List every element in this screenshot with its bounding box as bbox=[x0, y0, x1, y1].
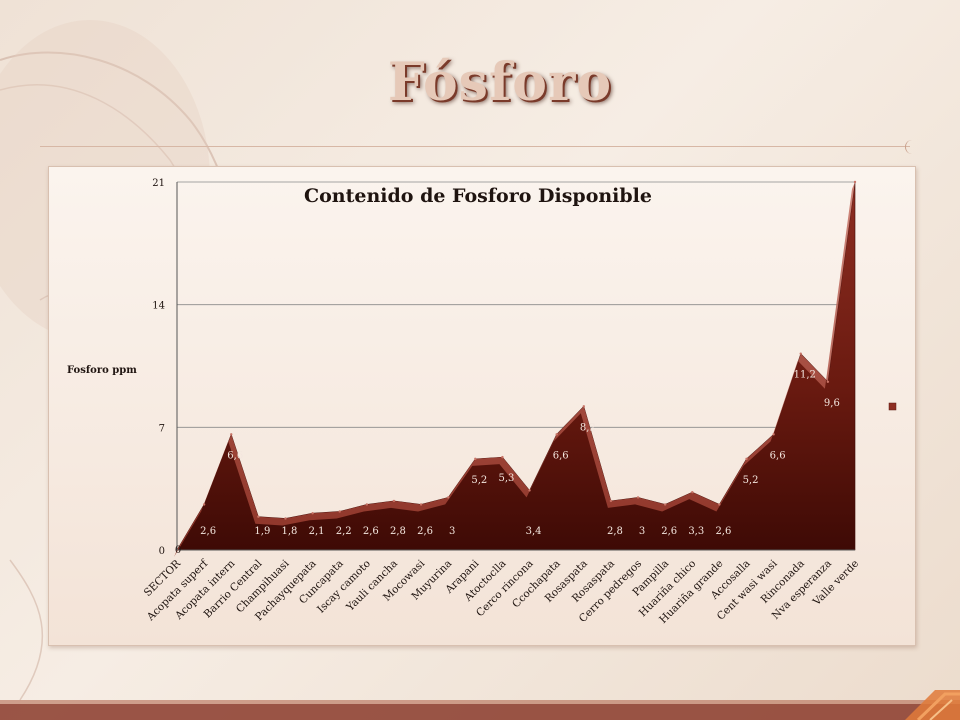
data-label: 5,3 bbox=[498, 473, 514, 484]
data-point bbox=[718, 503, 721, 506]
title-divider bbox=[40, 146, 910, 147]
data-label: 2,6 bbox=[363, 526, 379, 537]
data-label: 5,2 bbox=[471, 475, 487, 486]
data-label: 2,6 bbox=[661, 526, 677, 537]
data-label: 2,8 bbox=[607, 526, 623, 537]
data-point bbox=[365, 503, 369, 506]
data-point bbox=[474, 457, 477, 461]
data-point bbox=[447, 496, 450, 499]
y-axis-label: Fosforo ppm bbox=[67, 365, 137, 376]
data-label: 6,6 bbox=[553, 450, 569, 461]
data-point bbox=[582, 405, 585, 408]
data-point bbox=[257, 515, 260, 518]
y-tick-label: 14 bbox=[152, 301, 165, 312]
data-label: 9,6 bbox=[824, 398, 840, 409]
title-bracket-decoration bbox=[905, 140, 916, 154]
chart-title: Contenido de Fosforo Disponible bbox=[304, 185, 652, 207]
data-label: 2,1 bbox=[309, 526, 325, 537]
data-point bbox=[691, 490, 694, 494]
data-point bbox=[311, 512, 314, 515]
data-label: 3,4 bbox=[526, 526, 542, 537]
data-point bbox=[230, 433, 233, 436]
data-label: 6,6 bbox=[227, 450, 243, 461]
data-point bbox=[636, 496, 640, 499]
y-tick-label: 7 bbox=[159, 423, 165, 434]
data-label: 0 bbox=[175, 545, 181, 556]
data-label: 1,8 bbox=[282, 526, 298, 537]
data-point bbox=[799, 352, 802, 355]
data-point bbox=[663, 503, 667, 506]
data-label: 3 bbox=[639, 526, 645, 537]
slide-title: Fósforo bbox=[387, 52, 613, 113]
data-point bbox=[609, 499, 613, 503]
data-label: 3 bbox=[449, 526, 455, 537]
data-point bbox=[284, 517, 287, 520]
y-tick-label: 21 bbox=[152, 178, 165, 189]
data-point bbox=[528, 489, 531, 492]
data-point bbox=[772, 433, 775, 436]
data-label: 6,6 bbox=[770, 450, 786, 461]
data-point bbox=[202, 503, 206, 506]
data-label: 8,2 bbox=[580, 422, 596, 433]
y-tick-label: 0 bbox=[159, 546, 165, 557]
data-point bbox=[745, 457, 748, 461]
data-label: 2,2 bbox=[336, 526, 352, 537]
data-point bbox=[501, 455, 504, 459]
data-label: 11,2 bbox=[794, 370, 816, 381]
data-label: 2,6 bbox=[417, 526, 433, 537]
series-area-top-edge bbox=[174, 182, 855, 557]
data-point bbox=[853, 180, 857, 184]
data-point bbox=[555, 433, 558, 436]
data-point bbox=[419, 503, 423, 506]
data-point bbox=[392, 499, 396, 503]
data-label: 2,6 bbox=[715, 526, 731, 537]
data-point bbox=[338, 510, 341, 513]
data-label: 3,3 bbox=[688, 526, 704, 537]
data-label: 5,2 bbox=[743, 475, 759, 486]
data-label: 1,9 bbox=[254, 526, 270, 537]
data-point bbox=[826, 380, 830, 383]
legend-marker bbox=[888, 402, 897, 411]
data-label: 2,8 bbox=[390, 526, 406, 537]
series-area bbox=[176, 181, 856, 551]
data-label: 2,6 bbox=[200, 526, 216, 537]
chart-panel bbox=[48, 166, 916, 646]
